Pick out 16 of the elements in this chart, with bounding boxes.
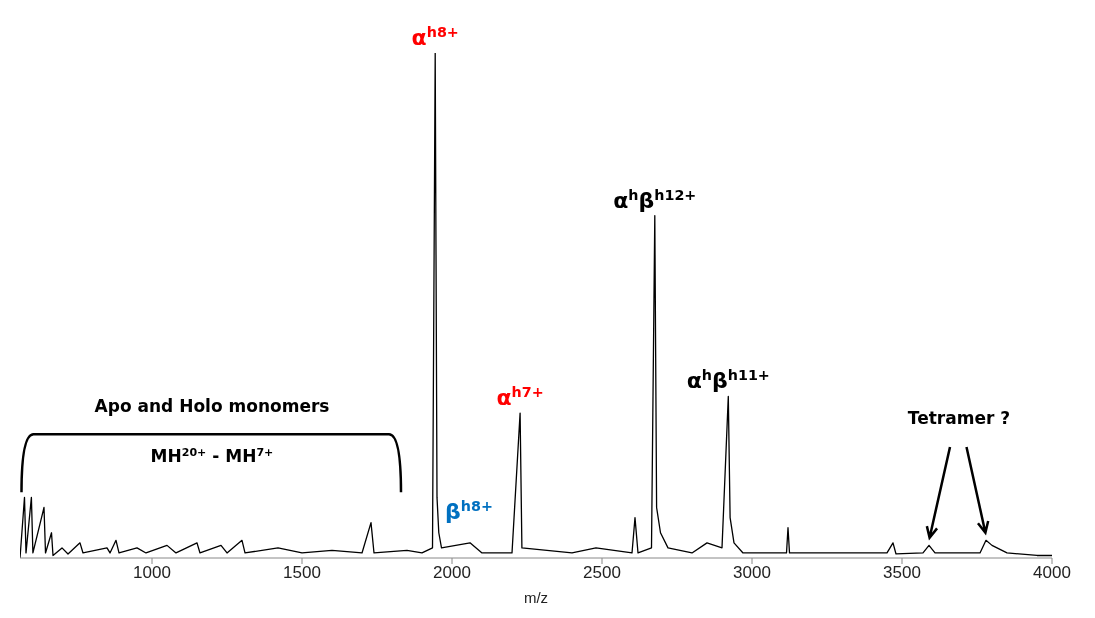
x-axis-title: m/z [523, 589, 549, 606]
x-tick-label: 3500 [883, 563, 921, 583]
annotation: Apo and Holo monomers [94, 395, 330, 416]
annotation: MH$^{20+}$ - MH$^{7+}$ [150, 445, 274, 467]
annotation: α$^{h7+}$ [496, 384, 544, 411]
x-tick-label: 4000 [1033, 563, 1071, 583]
annotation: α$^{h8+}$ [411, 24, 459, 50]
annotation: α$^{h}$β$^{h12+}$ [613, 186, 697, 213]
x-tick-label: 3000 [733, 563, 771, 583]
x-tick-label: 2500 [583, 563, 621, 583]
x-tick-label: 1500 [283, 563, 321, 583]
annotation: Tetramer ? [907, 408, 1011, 429]
annotation: α$^{h}$β$^{h11+}$ [686, 367, 770, 394]
x-tick-label: 1000 [133, 563, 171, 583]
annotation: β$^{h8+}$ [445, 498, 493, 525]
x-tick-label: 2000 [433, 563, 471, 583]
